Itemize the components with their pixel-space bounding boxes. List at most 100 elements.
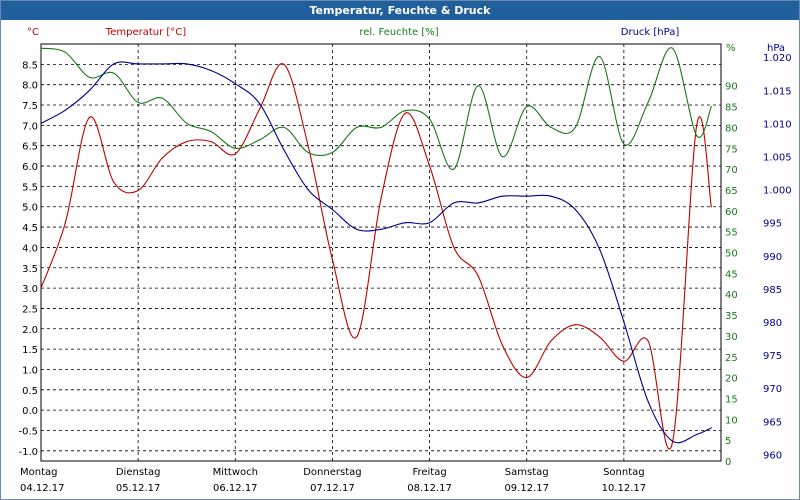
series-line-pressure	[40, 61, 712, 444]
data-point-temperature	[113, 181, 115, 183]
data-point-humidity	[598, 55, 601, 58]
data-point-pressure	[137, 63, 139, 65]
data-point-humidity	[307, 151, 309, 154]
series-line-temperature	[40, 63, 712, 450]
data-point-humidity	[356, 126, 358, 128]
data-point-temperature	[161, 157, 164, 159]
x-tick-date: 10.12.17	[602, 483, 647, 494]
data-point-temperature	[210, 141, 212, 143]
data-point-humidity	[710, 105, 712, 108]
temp-axis-label: Temperatur [°C]	[105, 27, 186, 38]
temp-tick-label: 5.5	[22, 182, 38, 193]
data-point-humidity	[404, 110, 406, 112]
data-point-humidity	[550, 126, 552, 128]
data-point-humidity	[258, 139, 261, 141]
data-point-pressure	[234, 83, 236, 85]
data-point-humidity	[428, 118, 431, 120]
data-point-pressure	[671, 440, 674, 442]
pressure-unit-label: hPa	[767, 43, 785, 54]
data-point-temperature	[501, 344, 504, 346]
temp-tick-label: 0.5	[22, 386, 38, 397]
data-point-pressure	[696, 433, 698, 436]
data-point-humidity	[647, 101, 649, 103]
humidity-tick-label: 45	[725, 269, 738, 280]
data-point-humidity	[40, 47, 42, 49]
temp-tick-label: 0.0	[22, 406, 38, 417]
pressure-tick-label: 960	[763, 450, 782, 461]
pressure-tick-label: 965	[763, 417, 782, 428]
data-point-pressure	[113, 63, 115, 65]
pressure-tick-label: 1.020	[763, 53, 792, 64]
temp-tick-label: 6.0	[22, 162, 38, 173]
humidity-tick-label: 10	[725, 415, 738, 426]
data-point-humidity	[331, 151, 334, 154]
temp-tick-label: 1.5	[22, 345, 38, 356]
data-point-temperature	[356, 336, 358, 338]
temp-tick-label: 4.0	[22, 243, 38, 254]
data-point-temperature	[428, 165, 431, 167]
pressure-tick-label: 1.000	[763, 186, 792, 197]
data-point-temperature	[647, 340, 649, 342]
axis-labels: °C Temperatur [°C] rel. Feuchte [%] Druck […	[27, 27, 785, 54]
data-point-pressure	[404, 222, 406, 224]
humidity-tick-label: 85	[725, 103, 738, 114]
temp-tick-label: 8.0	[22, 81, 38, 92]
data-point-pressure	[623, 321, 625, 323]
humidity-tick-label: 55	[725, 228, 738, 239]
pressure-tick-label: 1.015	[763, 86, 792, 97]
data-point-humidity	[161, 97, 164, 99]
data-point-pressure	[598, 248, 601, 250]
x-tick-day: Montag	[20, 467, 57, 478]
humidity-tick-label: 70	[725, 165, 738, 176]
x-tick-day: Dienstag	[116, 467, 161, 478]
data-point-humidity	[113, 72, 115, 74]
temp-tick-label: 2.5	[22, 304, 38, 315]
data-point-humidity	[477, 85, 479, 87]
data-point-temperature	[64, 222, 66, 224]
humidity-tick-label: 20	[725, 374, 738, 385]
data-point-temperature	[283, 63, 285, 65]
temp-tick-label: 7.5	[22, 101, 38, 112]
data-point-temperature	[574, 324, 576, 326]
data-point-temperature	[404, 112, 406, 114]
chart: 8.5 8.0 7.5 7.0 6.5 6.0 5.5 5.0 4.5 4.0 3.5 3.0 2.5 2…	[18, 27, 792, 494]
data-point-humidity	[623, 143, 625, 145]
data-point-pressure	[710, 427, 712, 429]
pressure-tick-label: 975	[763, 351, 782, 362]
temp-tick-label: 1.0	[22, 365, 38, 376]
data-point-temperature	[477, 275, 479, 277]
data-point-humidity	[283, 126, 285, 128]
data-point-humidity	[137, 101, 139, 103]
data-point-humidity	[501, 155, 504, 158]
humidity-tick-label: 40	[725, 290, 738, 301]
x-tick-date: 07.12.17	[310, 483, 355, 494]
data-point-pressure	[526, 195, 528, 197]
data-point-temperature	[258, 108, 261, 110]
data-point-pressure	[453, 202, 455, 204]
data-point-temperature	[623, 360, 625, 362]
x-tick-date: 09.12.17	[504, 483, 549, 494]
pressure-tick-label: 985	[763, 285, 782, 296]
data-point-temperature	[526, 377, 528, 379]
x-tick-date: 08.12.17	[407, 483, 452, 494]
data-point-temperature	[137, 189, 139, 192]
humidity-tick-label: 80	[725, 123, 738, 134]
temp-tick-label: 4.5	[22, 223, 38, 234]
data-point-pressure	[88, 89, 91, 91]
temp-tick-label: -1.0	[18, 447, 38, 458]
x-tick-day: Samstag	[505, 467, 549, 478]
data-point-temperature	[186, 141, 188, 143]
humidity-tick-label: 75	[725, 144, 738, 155]
temp-tick-label: 7.0	[22, 121, 38, 132]
humidity-tick-label: 15	[725, 394, 738, 405]
humidity-tick-label: 65	[725, 186, 738, 197]
data-point-pressure	[283, 149, 285, 151]
data-point-temperature	[550, 340, 552, 342]
data-point-humidity	[526, 105, 528, 108]
data-point-temperature	[453, 246, 455, 249]
data-point-pressure	[258, 102, 261, 105]
data-point-temperature	[88, 116, 91, 118]
data-point-humidity	[574, 126, 576, 128]
temp-tick-label: 3.0	[22, 284, 38, 295]
temp-tick-label: 2.0	[22, 325, 38, 336]
